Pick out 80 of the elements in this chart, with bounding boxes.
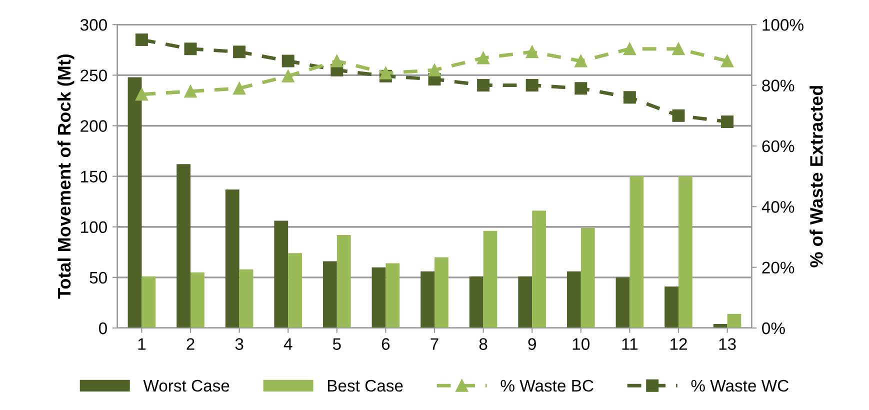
point xyxy=(526,46,538,58)
bar xyxy=(434,257,448,328)
bar xyxy=(678,176,692,328)
point xyxy=(477,79,490,92)
bar xyxy=(142,276,156,328)
point xyxy=(721,54,734,68)
y-axis-title: Total Movement of Rock (Mt) xyxy=(57,54,74,299)
legend-label: Worst Case xyxy=(143,380,230,392)
x-tick-label: 6 xyxy=(382,338,390,350)
x-tick-label: 5 xyxy=(332,338,341,350)
bar xyxy=(469,276,484,328)
bar xyxy=(274,220,288,328)
y-tick-label: 100 xyxy=(81,221,107,234)
x-tick-label: 8 xyxy=(479,338,488,350)
y-tick-label: 250 xyxy=(80,70,107,82)
y2-tick-label: 40% xyxy=(762,201,794,213)
bar xyxy=(483,230,498,328)
x-tick-label: 4 xyxy=(284,338,292,350)
point xyxy=(135,34,148,46)
bar xyxy=(532,210,546,328)
x-tick-label: 3 xyxy=(235,338,244,350)
bar xyxy=(225,189,240,328)
bar xyxy=(664,286,678,328)
x-tick-label: 2 xyxy=(186,338,194,350)
point xyxy=(233,46,246,58)
bar xyxy=(616,277,630,328)
bar xyxy=(630,176,644,328)
y2-axis-title: % of Waste Extracted xyxy=(810,86,823,268)
bar xyxy=(518,276,532,328)
point xyxy=(233,82,246,95)
x-tick-label: 12 xyxy=(670,338,687,350)
bar xyxy=(386,263,400,328)
point xyxy=(672,42,685,56)
x-tick-label: 10 xyxy=(572,338,590,350)
y-tick-label: 0 xyxy=(98,322,107,334)
point xyxy=(721,115,734,128)
bar xyxy=(566,271,581,328)
y-tick-label: 50 xyxy=(90,272,107,284)
point xyxy=(135,88,148,101)
point xyxy=(330,54,344,68)
point xyxy=(282,70,294,82)
x-tick-label: 11 xyxy=(622,338,638,350)
point xyxy=(282,54,294,68)
bar xyxy=(239,269,254,328)
x-tick-label: 7 xyxy=(430,338,438,350)
y-tick-label: 300 xyxy=(80,19,107,31)
point xyxy=(574,82,588,95)
y2-tick-label: 20% xyxy=(762,262,794,274)
point xyxy=(184,42,197,56)
y-tick-label: 200 xyxy=(80,120,107,132)
point xyxy=(477,52,490,64)
point xyxy=(379,66,392,80)
x-tick-label: 1 xyxy=(138,338,146,350)
y2-tick-label: 80% xyxy=(762,80,794,92)
y2-tick-label: 100% xyxy=(762,19,804,31)
bar xyxy=(322,261,337,328)
point xyxy=(574,54,588,68)
bar xyxy=(128,77,142,328)
point xyxy=(623,91,636,104)
x-tick-label: 13 xyxy=(719,338,736,350)
point xyxy=(623,42,636,56)
y-tick-label: 150 xyxy=(81,170,107,183)
bar xyxy=(190,272,204,328)
legend-label: % Waste WC xyxy=(691,380,788,392)
bar xyxy=(580,228,595,328)
bar xyxy=(372,267,386,328)
bar xyxy=(727,314,742,328)
bar xyxy=(176,164,191,328)
bar xyxy=(288,253,302,328)
bar xyxy=(420,271,434,328)
point xyxy=(672,109,685,122)
legend-label: % Waste BC xyxy=(500,380,594,392)
bar xyxy=(336,234,351,328)
x-tick-label: 9 xyxy=(528,338,536,350)
y2-tick-label: 0% xyxy=(762,322,785,334)
point xyxy=(428,64,441,76)
legend-label: Best Case xyxy=(328,380,403,392)
y2-tick-label: 60% xyxy=(762,140,794,152)
point xyxy=(526,79,538,92)
point xyxy=(184,85,197,98)
